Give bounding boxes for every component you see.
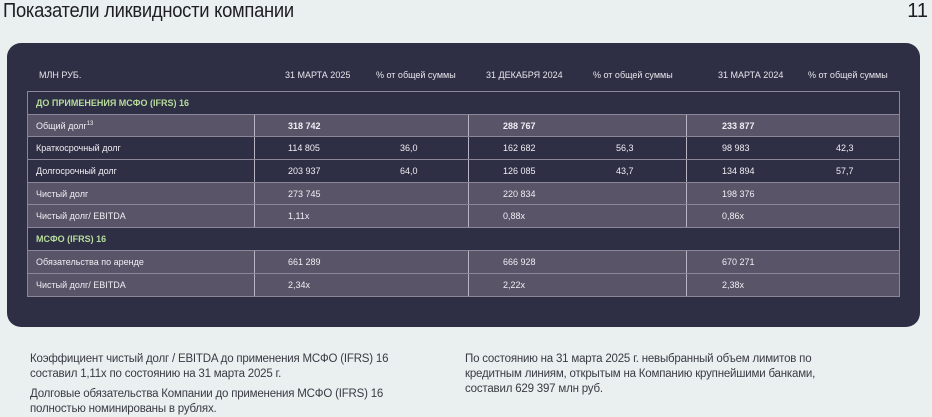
column-divider — [686, 273, 687, 297]
note-credit-lines: По состоянию на 31 марта 2025 г. невыбра… — [465, 353, 816, 395]
row-label-text: Обязательства по аренде — [36, 256, 144, 267]
row-label: Обязательства по аренде — [36, 257, 144, 267]
value-cell: 220 834 — [503, 188, 536, 199]
row-label: Чистый долг/ EBITDA — [36, 280, 126, 290]
table-row: Чистый долг 273 745 220 834 198 376 — [28, 182, 899, 206]
value-cell: 126 085 — [503, 165, 536, 176]
table-row: Чистый долг/ EBITDA 2,34x 2,22x 2,38x — [28, 273, 899, 297]
column-divider — [468, 182, 469, 205]
column-divider — [254, 250, 255, 273]
column-divider — [686, 114, 687, 137]
row-label: Общий долг13 — [36, 121, 93, 131]
column-divider — [468, 250, 469, 273]
row-label: Чистый долг/ EBITDA — [36, 211, 126, 221]
value-cell: 2,34x — [288, 279, 311, 290]
row-label-text: Краткосрочный долг — [36, 143, 121, 154]
pct-cell: 43,7 — [616, 165, 634, 176]
table-row: Чистый долг/ EBITDA 1,11x 0,88x 0,86x — [28, 205, 899, 229]
pct-cell: 57,7 — [836, 165, 854, 176]
column-divider — [468, 114, 469, 137]
row-label-text: Чистый долг/ EBITDA — [36, 279, 126, 290]
row-label: Краткосрочный долг — [36, 143, 121, 153]
section-header: МСФО (IFRS) 16 — [28, 228, 899, 251]
column-divider — [254, 205, 255, 228]
table-row: Долгосрочный долг 203 937 64,0 126 085 43,7 1… — [28, 160, 899, 183]
value-cell: 162 682 — [503, 143, 536, 154]
value-cell: 2,22x — [503, 279, 526, 290]
value-cell: 1,11x — [288, 211, 310, 222]
row-label-text: Чистый долг — [36, 188, 89, 199]
table-row: Обязательства по аренде 661 289 666 928 670… — [28, 250, 899, 274]
row-label-text: Долгосрочный долг — [36, 165, 117, 176]
footnote-ref: 13 — [86, 120, 94, 127]
value-cell: 98 983 — [722, 143, 750, 154]
pct-cell: 56,3 — [616, 143, 634, 154]
value-cell: 233 877 — [722, 120, 755, 131]
column-divider — [468, 160, 469, 182]
column-divider — [254, 160, 255, 182]
col-header-pct: % от общей суммы — [808, 70, 888, 80]
note-ebitda: Коэффициент чистый долг / EBITDA до прим… — [30, 353, 389, 380]
liquidity-table: ДО ПРИМЕНЕНИЯ МСФО (IFRS) 16 Общий долг13… — [27, 91, 900, 298]
value-cell: 670 271 — [722, 256, 755, 267]
col-header-mar2025: 31 МАРТА 2025 — [285, 70, 351, 80]
col-header-mar2024: 31 МАРТА 2024 — [718, 70, 784, 80]
col-header-unit: МЛН РУБ. — [39, 70, 82, 80]
column-divider — [468, 137, 469, 160]
value-cell: 661 289 — [288, 256, 321, 267]
value-cell: 114 805 — [288, 143, 320, 154]
column-divider — [686, 160, 687, 182]
row-label: Чистый долг — [36, 189, 88, 199]
value-cell: 0,88x — [503, 211, 526, 222]
section-header: ДО ПРИМЕНЕНИЯ МСФО (IFRS) 16 — [28, 92, 899, 115]
page-title: Показатели ликвидности компании — [3, 0, 294, 22]
pct-cell: 36,0 — [400, 143, 418, 154]
col-header-pct: % от общей суммы — [376, 70, 456, 80]
value-cell: 288 767 — [503, 120, 536, 131]
col-header-dec2024: 31 ДЕКАБРЯ 2024 — [486, 70, 563, 80]
column-divider — [686, 205, 687, 228]
value-cell: 318 742 — [288, 120, 321, 131]
value-cell: 134 894 — [722, 165, 755, 176]
column-divider — [468, 273, 469, 297]
column-divider — [686, 250, 687, 273]
pct-cell: 42,3 — [836, 143, 854, 154]
column-divider — [468, 205, 469, 228]
column-divider — [254, 114, 255, 137]
table-row: Общий долг13 318 742 288 767 233 877 — [28, 114, 899, 138]
column-divider — [254, 137, 255, 160]
column-divider — [254, 273, 255, 297]
column-divider — [254, 182, 255, 205]
note-currency: Долговые обязательства Компании до приме… — [30, 388, 384, 415]
column-divider — [686, 137, 687, 160]
row-label-text: Общий долг — [36, 120, 87, 131]
row-label-text: Чистый долг/ EBITDA — [36, 211, 126, 222]
col-header-pct: % от общей суммы — [593, 70, 673, 80]
value-cell: 273 745 — [288, 188, 321, 199]
column-divider — [686, 182, 687, 205]
section-title: ДО ПРИМЕНЕНИЯ МСФО (IFRS) 16 — [36, 97, 189, 108]
row-label: Долгосрочный долг — [36, 166, 117, 176]
page-number: 11 — [907, 0, 928, 22]
value-cell: 666 928 — [503, 256, 536, 267]
table-row: Краткосрочный долг 114 805 36,0 162 682 56,3… — [28, 137, 899, 161]
section-title: МСФО (IFRS) 16 — [36, 233, 107, 244]
value-cell: 0,86x — [722, 211, 745, 222]
value-cell: 2,38x — [722, 279, 745, 290]
pct-cell: 64,0 — [400, 165, 418, 176]
value-cell: 203 937 — [288, 165, 321, 176]
value-cell: 198 376 — [722, 188, 755, 199]
